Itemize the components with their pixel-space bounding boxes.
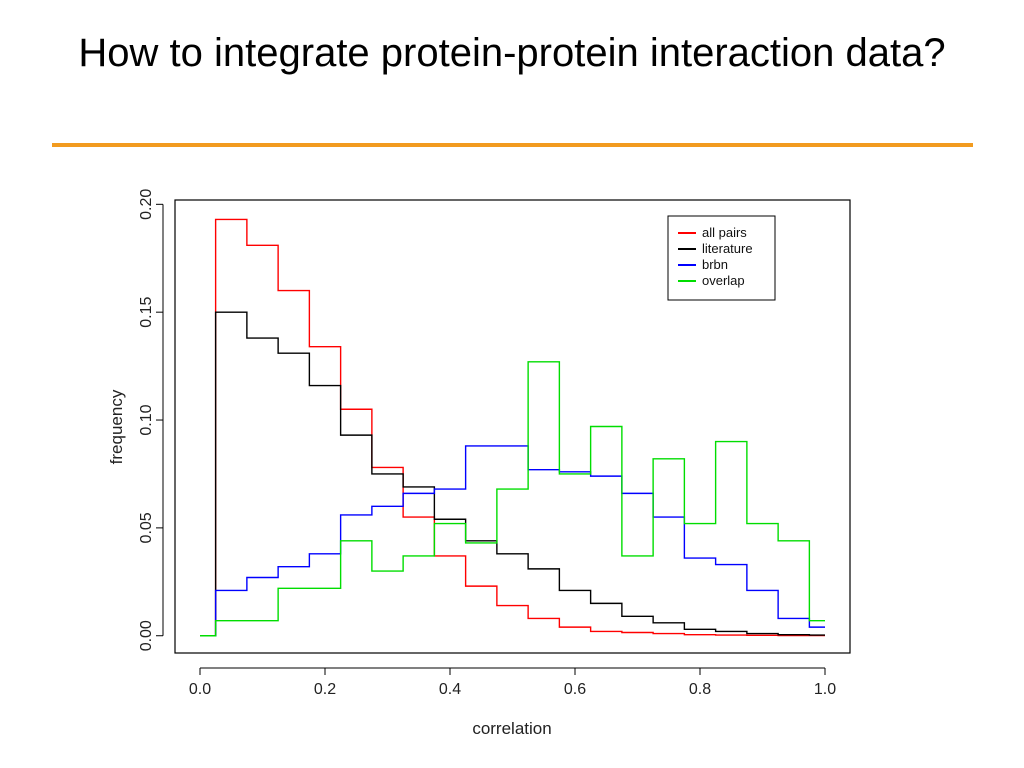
series-line-brbn <box>200 445 825 637</box>
series-line-literature <box>200 311 825 637</box>
x-axis-title: correlation <box>472 719 551 738</box>
x-tick-label: 0.2 <box>314 681 336 698</box>
y-tick-label: 0.05 <box>138 512 155 543</box>
y-tick-label: 0.00 <box>138 620 155 651</box>
slide-title: How to integrate protein-protein interac… <box>78 31 946 75</box>
legend-label: overlap <box>702 273 745 288</box>
plot-frame <box>174 199 851 654</box>
legend-label: all pairs <box>702 225 747 240</box>
series-line-all-pairs <box>200 218 825 637</box>
legend-label: literature <box>702 241 753 256</box>
x-tick-label: 0.4 <box>439 681 461 698</box>
legend-label: brbn <box>702 257 728 272</box>
y-axis-title: frequency <box>107 389 126 464</box>
y-tick-label: 0.15 <box>138 296 155 327</box>
y-tick-label: 0.20 <box>138 189 155 220</box>
x-tick-label: 1.0 <box>814 681 836 698</box>
x-tick-label: 0.0 <box>189 681 211 698</box>
x-tick-label: 0.8 <box>689 681 711 698</box>
series-line-overlap <box>200 361 825 637</box>
x-tick-label: 0.6 <box>564 681 586 698</box>
y-tick-label: 0.10 <box>138 404 155 435</box>
legend-box <box>667 215 776 301</box>
title-rule <box>52 143 973 147</box>
